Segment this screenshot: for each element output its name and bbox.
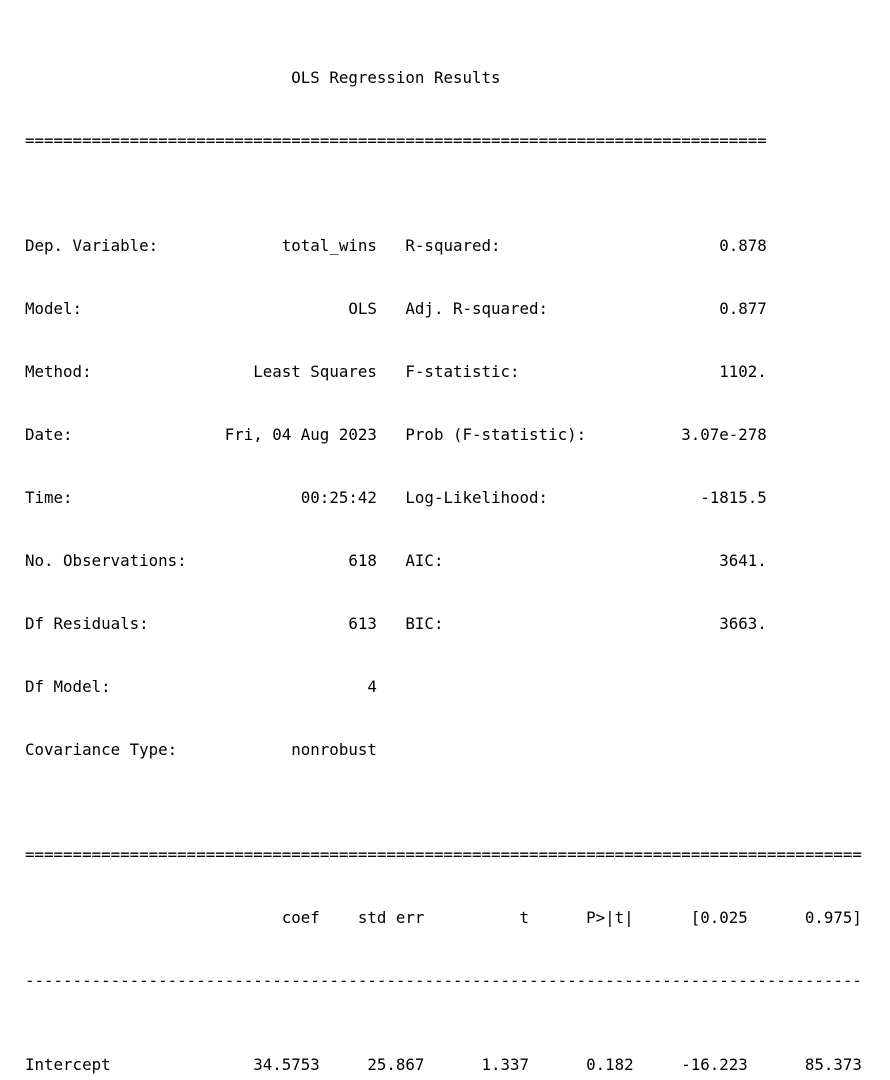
- separator-double-line: ========================================…: [25, 131, 767, 150]
- coef-ci-low: -16.223: [681, 1055, 748, 1074]
- info-pair-left: Date: Fri, 04 Aug 2023: [25, 424, 377, 445]
- separator-dash-line: ----------------------------------------…: [25, 971, 862, 990]
- info-pair-right: Log-Likelihood: -1815.5: [405, 487, 766, 508]
- info-value: 0.877: [719, 299, 767, 318]
- column-gap: [377, 739, 406, 760]
- info-row: No. Observations: 618 AIC: 3641.: [25, 550, 890, 571]
- info-label: F-statistic:: [405, 362, 520, 381]
- info-value: total_wins: [281, 236, 377, 255]
- info-pair-right: Prob (F-statistic): 3.07e-278: [405, 424, 766, 445]
- info-value: 00:25:42: [300, 488, 377, 507]
- info-value: 3663.: [719, 614, 767, 633]
- info-row: Df Residuals: 613 BIC: 3663.: [25, 613, 890, 634]
- info-row: Covariance Type: nonrobust: [25, 739, 890, 760]
- coef-pvalue: 0.182: [586, 1055, 634, 1074]
- column-gap: [377, 550, 406, 571]
- coef-stderr: 25.867: [367, 1055, 425, 1074]
- coef-variable: Intercept: [25, 1055, 111, 1074]
- info-row: Df Model: 4: [25, 676, 890, 697]
- info-label: Method:: [25, 362, 92, 381]
- coef-header-stderr: std err: [357, 908, 425, 927]
- info-pair-right: AIC: 3641.: [405, 550, 766, 571]
- info-pair-left: Model: OLS: [25, 298, 377, 319]
- info-label: Prob (F-statistic):: [405, 425, 587, 444]
- info-pair-left: Covariance Type: nonrobust: [25, 739, 377, 760]
- info-value: 3.07e-278: [681, 425, 767, 444]
- info-value: 4: [367, 677, 377, 696]
- report-title: OLS Regression Results: [291, 68, 501, 87]
- info-value: nonrobust: [291, 740, 377, 759]
- info-label: AIC:: [405, 551, 444, 570]
- info-row: Time: 00:25:42 Log-Likelihood: -1815.5: [25, 487, 890, 508]
- info-pair-left: Df Residuals: 613: [25, 613, 377, 634]
- info-pair-left: Method: Least Squares: [25, 361, 377, 382]
- info-value: 3641.: [719, 551, 767, 570]
- info-pair-left: No. Observations: 618: [25, 550, 377, 571]
- coef-header-t: t: [519, 908, 530, 927]
- info-pair-left: Dep. Variable: total_wins: [25, 235, 377, 256]
- info-value: -1815.5: [700, 488, 767, 507]
- column-gap: [377, 361, 406, 382]
- coef-header-ci-low: [0.025: [690, 908, 748, 927]
- column-gap: [377, 424, 406, 445]
- info-label: Df Model:: [25, 677, 111, 696]
- info-label: Adj. R-squared:: [405, 299, 549, 318]
- info-value: 613: [348, 614, 377, 633]
- coef-header-pvalue: P>|t|: [586, 908, 634, 927]
- info-label: BIC:: [405, 614, 444, 633]
- info-value: OLS: [348, 299, 377, 318]
- coef-header-row: coef std err t P>|t| [0.025 0.975]: [25, 907, 890, 928]
- info-label: Covariance Type:: [25, 740, 178, 759]
- info-label: Dep. Variable:: [25, 236, 159, 255]
- info-value: [405, 676, 766, 697]
- info-pair-right: [405, 676, 766, 697]
- column-gap: [377, 298, 406, 319]
- coef-header-variable: [25, 907, 215, 928]
- info-value: Least Squares: [253, 362, 377, 381]
- coef-t: 1.337: [481, 1055, 530, 1074]
- info-value: 1102.: [719, 362, 767, 381]
- info-value: 0.878: [719, 236, 767, 255]
- info-pair-right: F-statistic: 1102.: [405, 361, 766, 382]
- column-gap: [377, 613, 406, 634]
- info-row: Date: Fri, 04 Aug 2023 Prob (F-statistic)…: [25, 424, 890, 445]
- info-label: No. Observations:: [25, 551, 187, 570]
- coef-row: Intercept 34.5753 25.867 1.337 0.182 -16…: [25, 1054, 890, 1075]
- info-label: Date:: [25, 425, 73, 444]
- info-value: [405, 739, 766, 760]
- column-gap: [377, 235, 406, 256]
- info-label: R-squared:: [405, 236, 501, 255]
- coef-header-coef: coef: [281, 908, 320, 927]
- coef-ci-high: 85.373: [804, 1055, 862, 1074]
- info-row: Model: OLS Adj. R-squared: 0.877: [25, 298, 890, 319]
- column-gap: [377, 487, 406, 508]
- separator-double-line: ========================================…: [25, 845, 862, 864]
- info-pair-right: Adj. R-squared: 0.877: [405, 298, 766, 319]
- info-label: Model:: [25, 299, 83, 318]
- info-value: Fri, 04 Aug 2023: [224, 425, 377, 444]
- info-pair-right: BIC: 3663.: [405, 613, 766, 634]
- info-pair-right: [405, 739, 766, 760]
- info-value: 618: [348, 551, 377, 570]
- info-label: Log-Likelihood:: [405, 488, 549, 507]
- info-row: Dep. Variable: total_wins R-squared: 0.878: [25, 235, 890, 256]
- info-label: Time:: [25, 488, 73, 507]
- info-row: Method: Least Squares F-statistic: 1102.: [25, 361, 890, 382]
- info-pair-right: R-squared: 0.878: [405, 235, 766, 256]
- info-pair-left: Time: 00:25:42: [25, 487, 377, 508]
- info-pair-left: Df Model: 4: [25, 676, 377, 697]
- coef-header-ci-high: 0.975]: [804, 908, 862, 927]
- info-label: Df Residuals:: [25, 614, 149, 633]
- column-gap: [377, 676, 406, 697]
- coef-value: 34.5753: [253, 1055, 320, 1074]
